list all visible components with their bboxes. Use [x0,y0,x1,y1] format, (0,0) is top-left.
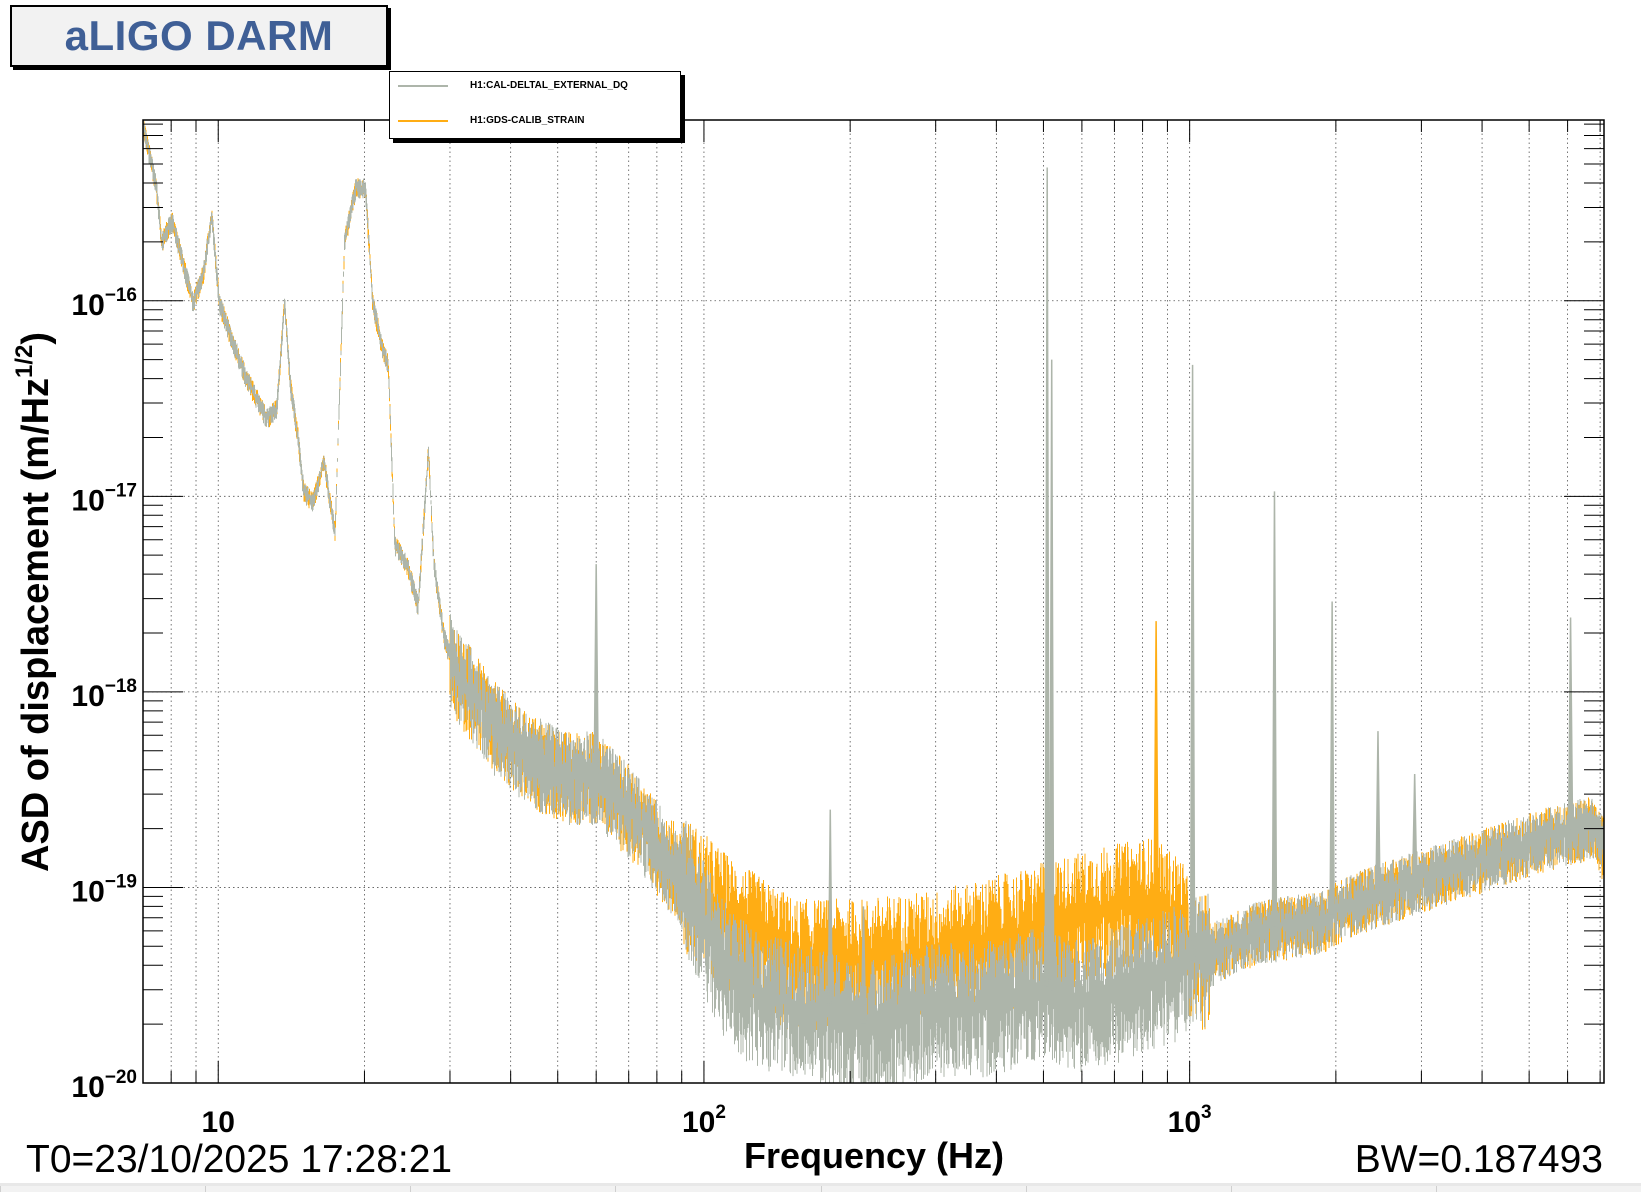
legend-swatch-gray [398,84,448,87]
legend-entry-strain: H1:GDS-CALIB_STRAIN [398,115,584,126]
y-tick-label: 10−17 [71,480,137,517]
x-tick-label-exponent: 3 [1201,1102,1212,1123]
spectral-line-peak [1411,774,1418,882]
y-tick-label: 10−18 [71,676,137,713]
y-tick-label-exponent: −20 [105,1067,137,1088]
y-tick-label-base: 10 [71,875,104,908]
spectral-line-peak [1153,621,1159,904]
spectral-line-peak [1048,359,1055,992]
status-bar [0,1183,1641,1192]
t0-label: T0=23/10/2025 17:28:21 [26,1138,452,1181]
y-tick-label-base: 10 [71,1071,104,1104]
x-tick-label: 102 [682,1102,726,1139]
y-tick-label: 10−20 [71,1067,137,1104]
y-tick-label-exponent: −17 [105,480,137,501]
legend-label: H1:CAL-DELTAL_EXTERNAL_DQ [470,80,628,91]
legend: H1:CAL-DELTAL_EXTERNAL_DQ H1:GDS-CALIB_S… [389,71,681,139]
status-cell [410,1186,616,1192]
y-tick-label: 10−19 [71,871,137,908]
y-axis-label: ASD of displacement (m/Hz1/2) [11,332,57,872]
legend-label: H1:GDS-CALIB_STRAIN [470,115,585,126]
y-tick-label-base: 10 [71,484,104,517]
status-cell [615,1186,821,1192]
bandwidth-label: BW=0.187493 [1355,1138,1603,1181]
status-cell [205,1186,411,1192]
axis-ticks [142,120,1604,1084]
spectral-line-peak [1567,617,1574,832]
spectral-line-peak [860,906,867,1024]
y-tick-label-base: 10 [71,680,104,713]
status-cell [1025,1186,1231,1192]
status-cell [1230,1186,1436,1192]
traces [142,120,1605,1083]
spectral-line-peak [593,564,599,775]
legend-entry-deltal: H1:CAL-DELTAL_EXTERNAL_DQ [398,80,628,91]
x-tick-label: 10 [202,1106,235,1139]
x-tick-label-base: 10 [1168,1106,1201,1139]
spectral-line-peak [1044,167,1050,989]
status-cell [0,1186,206,1192]
status-cell [820,1186,1026,1192]
x-tick-label-exponent: 2 [715,1102,726,1123]
y-tick-label-exponent: −16 [105,285,137,306]
y-tick-label-base: 10 [71,289,104,322]
legend-swatch-orange [398,119,448,122]
spectral-line-peak [1271,491,1278,929]
y-tick-label: 10−16 [71,285,137,322]
chart-title-box: aLIGO DARM [10,5,388,67]
spectral-line-peak [1375,731,1381,894]
plot-frame [142,119,1605,1084]
chart-title: aLIGO DARM [64,12,334,59]
x-tick-label: 103 [1168,1102,1212,1139]
y-tick-label-exponent: −18 [105,676,137,697]
y-tick-label-exponent: −19 [105,871,137,892]
series-h1-cal-deltal-external-dq [142,120,1605,1083]
x-tick-label-base: 10 [682,1106,715,1139]
x-axis-label: Frequency (Hz) [744,1135,1004,1176]
status-cell [1435,1186,1641,1192]
x-tick-label-base: 10 [202,1106,235,1139]
spectral-line-peak [1189,364,1196,962]
spectral-line-peak [827,809,834,1016]
spectral-line-peak [1329,601,1335,915]
